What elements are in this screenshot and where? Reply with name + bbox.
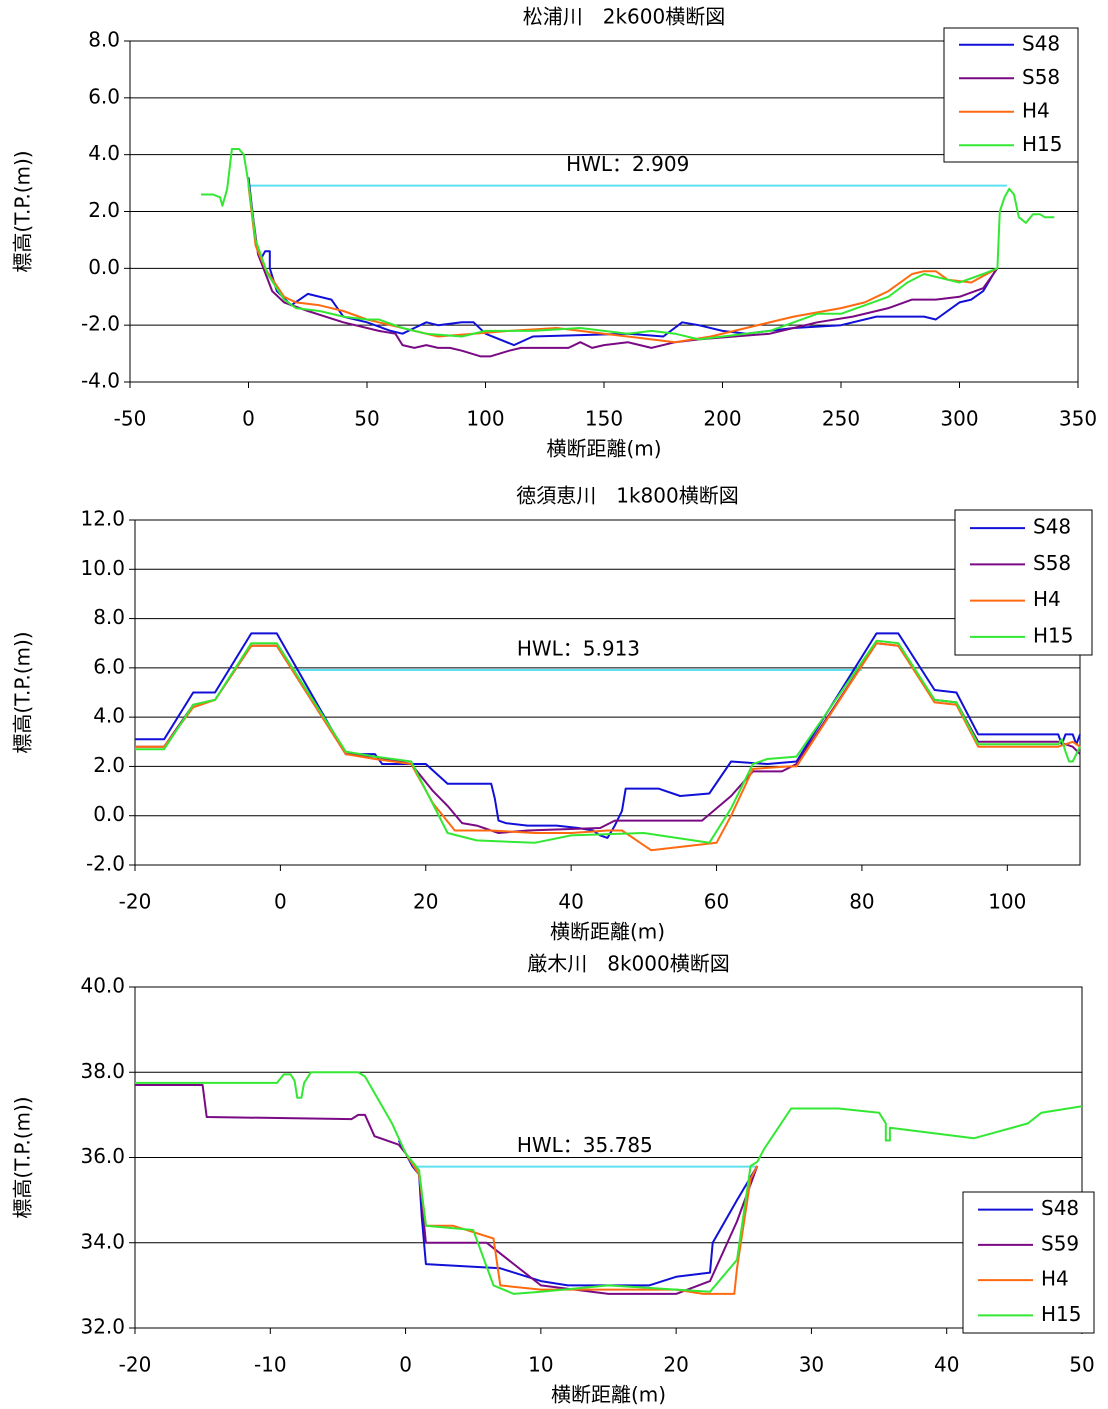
x-tick-label: 50 [1069, 1353, 1094, 1377]
x-tick-label: -50 [114, 407, 147, 431]
y-tick-label: -4.0 [81, 369, 120, 393]
x-axis-label: 横断距離(m) [551, 1383, 666, 1407]
series-line [135, 632, 1081, 839]
x-tick-label: 80 [849, 890, 874, 914]
legend-label: H4 [1033, 587, 1061, 611]
x-tick-label: -20 [119, 890, 152, 914]
x-tick-label: 60 [704, 890, 729, 914]
x-tick-label: 30 [799, 1353, 824, 1377]
series-line [247, 182, 999, 358]
legend-label: S59 [1041, 1231, 1079, 1255]
x-axis-label: 横断距離(m) [550, 920, 665, 944]
y-tick-label: 6.0 [88, 84, 120, 108]
legend-label: H4 [1022, 98, 1050, 122]
legend-box [962, 1191, 1095, 1334]
x-tick-label: 0 [399, 1353, 412, 1377]
legend-box [943, 27, 1079, 163]
y-tick-label: 10.0 [80, 556, 125, 580]
y-axis-label: 標高(T.P.(m)) [11, 631, 35, 753]
y-tick-label: 0.0 [93, 802, 125, 826]
x-tick-label: -10 [254, 1353, 287, 1377]
hwl-label: HWL：5.913 [517, 637, 640, 661]
chart-title: 厳木川 8k000横断図 [527, 952, 729, 976]
legend-label: S48 [1041, 1196, 1079, 1220]
legend-box [954, 509, 1093, 656]
series-line [135, 1071, 1083, 1295]
x-tick-label: 250 [822, 407, 860, 431]
y-tick-label: 2.0 [88, 198, 120, 222]
y-tick-label: 6.0 [93, 654, 125, 678]
x-tick-label: 0 [274, 890, 287, 914]
y-tick-label: 0.0 [88, 255, 120, 279]
y-tick-label: 32.0 [80, 1315, 125, 1339]
y-axis-label: 標高(T.P.(m)) [11, 150, 35, 272]
x-tick-label: -20 [119, 1353, 152, 1377]
series-line [247, 177, 996, 347]
x-tick-label: 0 [242, 407, 255, 431]
x-tick-label: 40 [558, 890, 583, 914]
x-tick-label: 10 [528, 1353, 553, 1377]
hwl-label: HWL：35.785 [517, 1133, 653, 1157]
y-tick-label: 40.0 [80, 974, 125, 998]
x-tick-label: 350 [1059, 407, 1097, 431]
legend-label: H15 [1041, 1302, 1082, 1326]
plot-area [134, 519, 1081, 866]
legend-label: H15 [1033, 623, 1074, 647]
legend-label: S58 [1033, 551, 1071, 575]
series-line [201, 148, 1055, 341]
series-line [135, 642, 1081, 852]
series-line [135, 639, 1081, 844]
x-tick-label: 300 [940, 407, 978, 431]
x-tick-label: 100 [466, 407, 504, 431]
chart: 松浦川 2k600横断図 -4.0 -2.0 0.0 2.0 4.0 6.0 8.0 -50 0 5… [11, 5, 1098, 461]
y-tick-label: 4.0 [88, 141, 120, 165]
y-tick-label: 38.0 [80, 1059, 125, 1083]
x-tick-label: 200 [703, 407, 741, 431]
y-tick-label: 34.0 [80, 1229, 125, 1253]
y-tick-label: 2.0 [93, 753, 125, 777]
y-tick-label: 8.0 [88, 28, 120, 52]
x-tick-label: 50 [354, 407, 379, 431]
x-tick-label: 20 [663, 1353, 688, 1377]
legend-label: S48 [1033, 515, 1071, 539]
x-tick-label: 150 [585, 407, 623, 431]
y-tick-label: 36.0 [80, 1144, 125, 1168]
y-tick-label: -2.0 [81, 312, 120, 336]
x-tick-label: 40 [934, 1353, 959, 1377]
legend-label: S58 [1022, 65, 1060, 89]
chart-title: 松浦川 2k600横断図 [523, 5, 725, 29]
chart: 厳木川 8k000横断図 32.0 34.0 36.0 38.0 40.0 -20 -10 0 1… [11, 952, 1095, 1407]
x-tick-label: 100 [988, 890, 1026, 914]
hwl-label: HWL：2.909 [566, 152, 689, 176]
y-tick-label: 12.0 [80, 507, 125, 531]
y-tick-label: 8.0 [93, 605, 125, 629]
y-tick-label: -2.0 [86, 852, 125, 876]
y-axis-label: 標高(T.P.(m)) [11, 1096, 35, 1218]
legend-label: H15 [1022, 132, 1063, 156]
legend-label: H4 [1041, 1267, 1069, 1291]
y-tick-label: 4.0 [93, 704, 125, 728]
chart-title: 徳須恵川 1k800横断図 [516, 484, 738, 508]
x-axis-label: 横断距離(m) [546, 437, 661, 461]
chart: 徳須恵川 1k800横断図 -2.0 0.0 2.0 4.0 6.0 8.0 10.0 12.0… [11, 484, 1093, 944]
series-line [247, 185, 998, 344]
legend-label: S48 [1022, 31, 1060, 55]
x-tick-label: 20 [413, 890, 438, 914]
